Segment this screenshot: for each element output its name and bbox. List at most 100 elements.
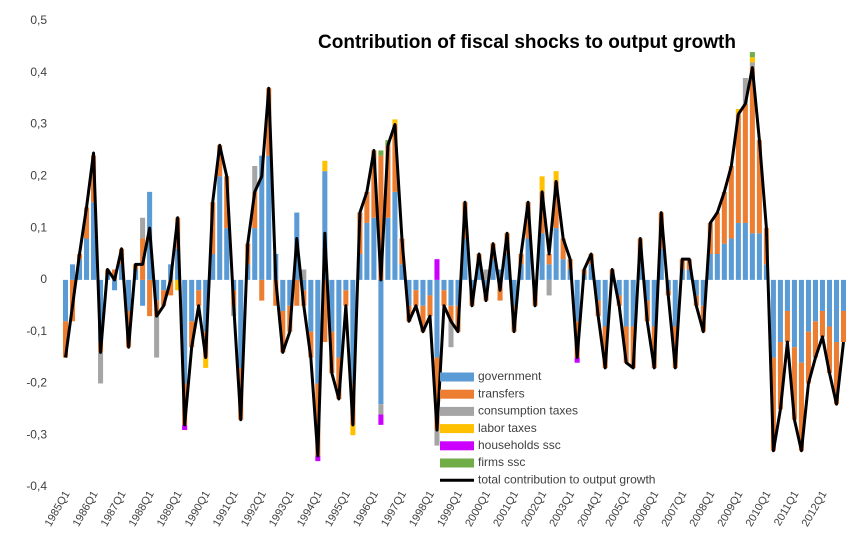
y-tick-label: 0,3 [30,117,47,131]
bar [833,279,840,343]
bar [406,279,412,306]
bar [672,279,678,327]
bar [203,279,209,332]
bar [196,290,202,306]
bar [693,279,699,296]
y-tick-label: 0,5 [30,13,47,27]
bar [448,279,454,306]
bar [448,305,454,322]
bar [378,155,384,280]
bar [546,254,552,265]
bar [637,259,643,280]
bar [651,279,657,327]
bar [784,279,790,311]
bar [735,222,741,280]
bar [329,279,335,332]
bar [756,140,762,234]
bar [280,279,286,311]
bar [840,310,847,343]
bar [182,424,188,431]
bar [441,279,447,291]
bar [252,165,258,192]
legend-label: total contribution to output growth [478,472,655,486]
bar [770,279,776,358]
bar [385,217,391,280]
bar [742,222,748,280]
legend-label: consumption taxes [478,404,578,418]
bar [399,264,405,280]
bar [616,279,622,296]
bar [812,321,818,358]
bar [623,326,629,363]
bar [196,279,202,291]
bar [301,269,307,280]
bar [378,279,384,405]
bar [658,248,664,280]
bar [560,259,566,280]
bar [69,264,76,280]
bar [707,254,713,280]
bar [504,254,510,280]
legend-swatch [440,441,474,451]
bar [238,279,244,368]
bar [350,424,356,436]
bar [812,279,818,322]
bar [378,414,384,425]
bar [434,430,440,446]
bar [161,290,167,306]
bar [756,233,762,280]
bar [182,279,188,384]
legend-label: government [478,369,542,383]
bar [819,279,825,311]
bar [630,279,636,327]
bar [280,310,286,353]
bar [91,202,97,280]
bar [539,176,545,192]
bar [161,279,167,291]
bar [574,357,580,363]
bar [840,279,847,311]
bar [784,310,790,343]
bar [84,238,90,280]
bar [553,181,559,229]
bar [728,165,734,239]
bar [686,269,692,280]
bar [826,279,833,327]
bar [84,207,90,239]
bar [427,279,433,296]
bar [154,316,160,358]
bar [287,279,293,306]
bar [777,342,783,410]
bar [315,455,321,462]
bar [357,254,363,280]
bar [392,119,398,125]
bar [742,77,748,104]
bar [392,124,398,192]
bar [455,279,461,306]
bar [721,191,727,244]
bar [749,67,755,234]
bar [623,279,629,327]
y-tick-label: -0,4 [26,479,47,493]
bar [62,321,69,358]
bar [805,331,811,384]
bar [518,264,524,280]
bar [749,57,755,63]
bar [490,259,496,280]
bar [343,279,349,291]
bar [539,233,545,280]
bar [497,269,503,280]
chart-title: Contribution of fiscal shocks to output … [318,32,736,53]
bar [385,145,391,218]
bar [595,279,601,301]
legend-swatch [440,406,474,416]
bar [826,326,833,374]
bar [364,191,370,223]
bar [560,238,566,260]
bar [434,279,440,358]
bar [483,279,489,291]
bar [749,62,755,68]
bar [798,362,804,451]
bar [154,279,160,301]
